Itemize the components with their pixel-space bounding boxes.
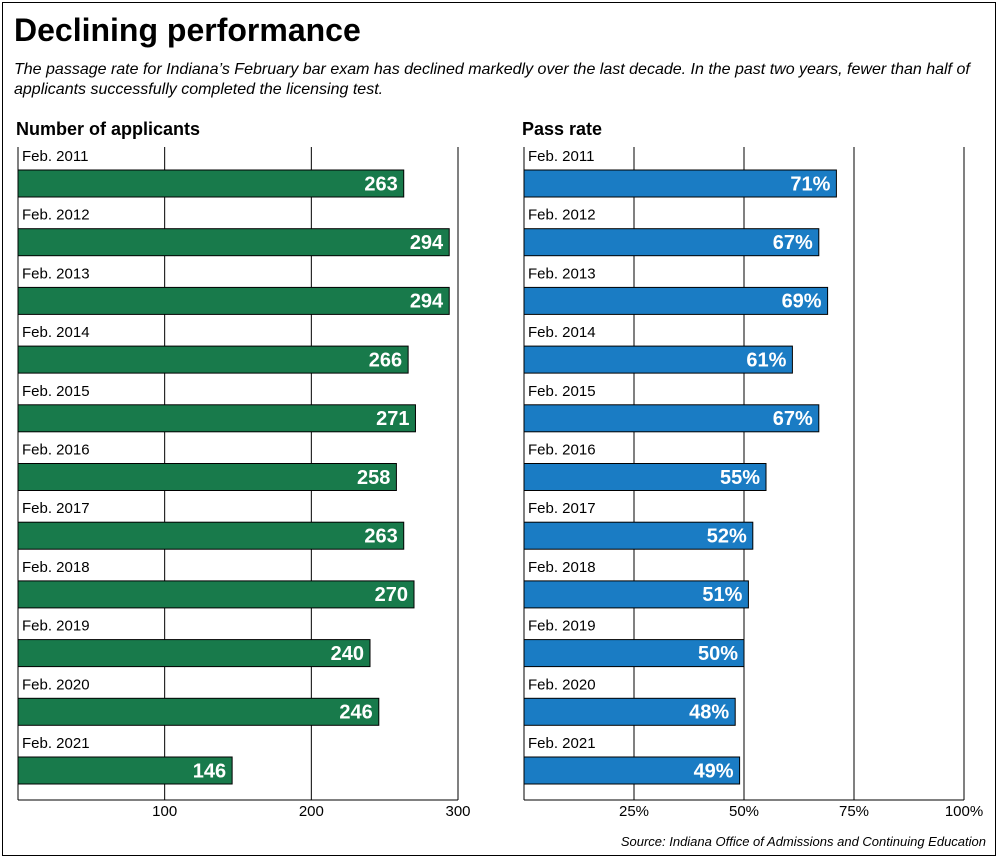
value-label: 146 [193, 760, 226, 782]
bar [17, 404, 416, 433]
value-label: 67% [773, 232, 813, 254]
value-label: 49% [694, 760, 734, 782]
category-label: Feb. 2019 [22, 618, 90, 635]
category-label: Feb. 2014 [22, 324, 90, 341]
bar [523, 169, 837, 198]
value-label: 69% [782, 291, 822, 313]
category-label: Feb. 2015 [22, 383, 90, 400]
bar [523, 345, 793, 374]
x-tick-label: 100% [945, 803, 983, 820]
category-label: Feb. 2021 [528, 735, 596, 752]
bar [523, 286, 829, 315]
bar [523, 756, 741, 785]
bar [17, 697, 380, 726]
value-label: 71% [790, 173, 830, 195]
bar [17, 169, 405, 198]
bar [523, 639, 745, 668]
category-label: Feb. 2012 [528, 207, 596, 224]
bar [17, 756, 233, 785]
bar [17, 463, 397, 491]
category-label: Feb. 2015 [528, 383, 596, 400]
value-label: 51% [702, 584, 742, 606]
bar [17, 521, 405, 550]
subtitle: The passage rate for Indiana’s February … [14, 61, 970, 98]
category-label: Feb. 2011 [528, 148, 594, 165]
value-label: 266 [369, 349, 402, 371]
bar [523, 697, 736, 726]
value-label: 48% [689, 702, 729, 724]
category-label: Feb. 2017 [528, 500, 596, 517]
value-label: 294 [410, 291, 444, 313]
category-label: Feb. 2011 [22, 148, 88, 165]
value-label: 246 [339, 702, 372, 724]
x-tick-label: 50% [729, 803, 759, 820]
value-label: 294 [410, 232, 444, 254]
value-label: 258 [357, 467, 390, 489]
bar [523, 521, 754, 550]
x-tick-label: 200 [299, 803, 324, 820]
value-label: 50% [698, 643, 738, 665]
value-label: 52% [707, 525, 747, 547]
value-label: 67% [773, 408, 813, 430]
value-label: 270 [375, 584, 408, 606]
category-label: Feb. 2016 [528, 441, 596, 458]
category-label: Feb. 2017 [22, 500, 90, 517]
bar [17, 228, 450, 257]
category-label: Feb. 2019 [528, 618, 596, 635]
value-label: 55% [720, 467, 760, 489]
bar [523, 463, 767, 491]
bar [17, 580, 415, 609]
category-label: Feb. 2018 [528, 559, 596, 576]
category-label: Feb. 2014 [528, 324, 596, 341]
bar [523, 228, 820, 257]
x-tick-label: 25% [619, 803, 649, 820]
value-label: 271 [376, 408, 409, 430]
bar [17, 345, 409, 374]
bar [17, 286, 450, 315]
category-label: Feb. 2018 [22, 559, 90, 576]
title: Declining performance [14, 12, 361, 48]
value-label: 240 [331, 643, 364, 665]
category-label: Feb. 2021 [22, 735, 90, 752]
bar [523, 404, 820, 433]
category-label: Feb. 2020 [528, 676, 596, 693]
category-label: Feb. 2013 [528, 265, 596, 282]
value-label: 263 [364, 173, 397, 195]
category-label: Feb. 2013 [22, 265, 90, 282]
chart-title: Number of applicants [16, 119, 200, 139]
value-label: 61% [746, 349, 786, 371]
x-tick-label: 100 [152, 803, 177, 820]
bar [523, 580, 749, 609]
category-label: Feb. 2020 [22, 676, 90, 693]
value-label: 263 [364, 525, 397, 547]
source: Source: Indiana Office of Admissions and… [620, 834, 986, 849]
x-tick-label: 75% [839, 803, 869, 820]
bar [17, 639, 371, 668]
x-tick-label: 300 [445, 803, 470, 820]
chart-title: Pass rate [522, 119, 602, 139]
category-label: Feb. 2012 [22, 207, 90, 224]
category-label: Feb. 2016 [22, 441, 90, 458]
